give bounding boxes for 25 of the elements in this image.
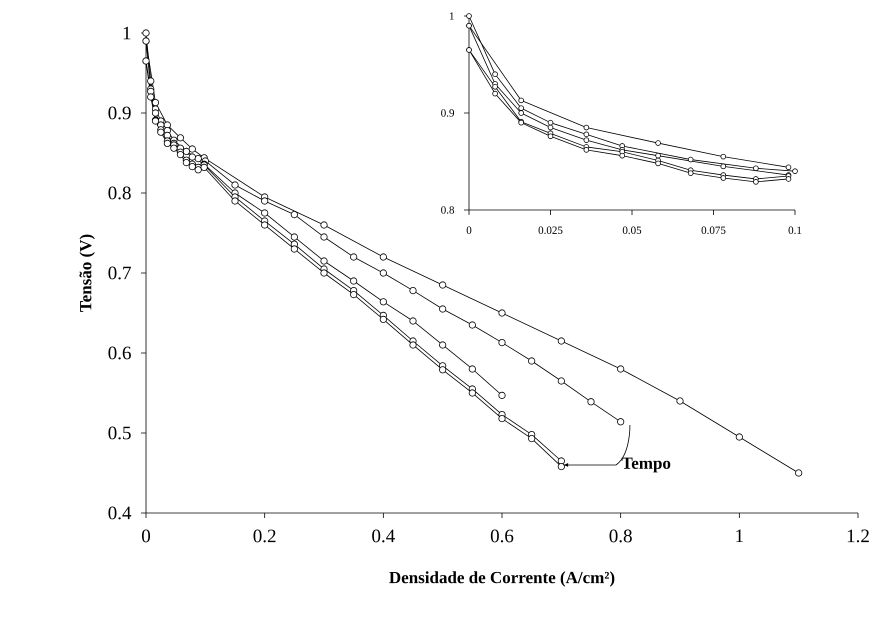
y-tick-label: 0.4 (108, 506, 132, 520)
x-tick-label: 0.025 (538, 226, 562, 234)
x-tick-label: 0.05 (622, 226, 642, 234)
x-tick-label: 0.6 (490, 530, 514, 542)
x-tick-label: 0.075 (702, 226, 726, 234)
y-tick-label: 0.9 (108, 106, 131, 120)
x-tick-label: 0 (142, 530, 150, 542)
y-axis-title: Tensão (V) (79, 234, 95, 312)
x-tick-label: 0.4 (372, 530, 395, 542)
x-tick-label: 0.2 (254, 530, 276, 542)
y-tick-label: 0.7 (108, 266, 131, 280)
y-tick-label: 0.5 (108, 426, 131, 440)
x-tick-label: 0 (466, 226, 472, 234)
y-tick-label: 0.9 (441, 109, 454, 117)
x-tick-label: 1.2 (848, 530, 869, 542)
x-tick-label: 0.1 (788, 226, 802, 234)
x-tick-label: 1 (736, 530, 743, 542)
y-tick-label: 0.6 (108, 346, 131, 360)
y-tick-label: 1 (124, 26, 130, 40)
x-tick-label: 0.8 (610, 530, 632, 542)
x-axis-title: Densidade de Corrente (A/cm²) (389, 571, 614, 587)
y-tick-label: 0.8 (108, 186, 131, 200)
y-tick-label: 0.8 (441, 206, 454, 214)
annotation: Tempo (622, 458, 670, 472)
y-tick-label: 1 (450, 12, 454, 20)
